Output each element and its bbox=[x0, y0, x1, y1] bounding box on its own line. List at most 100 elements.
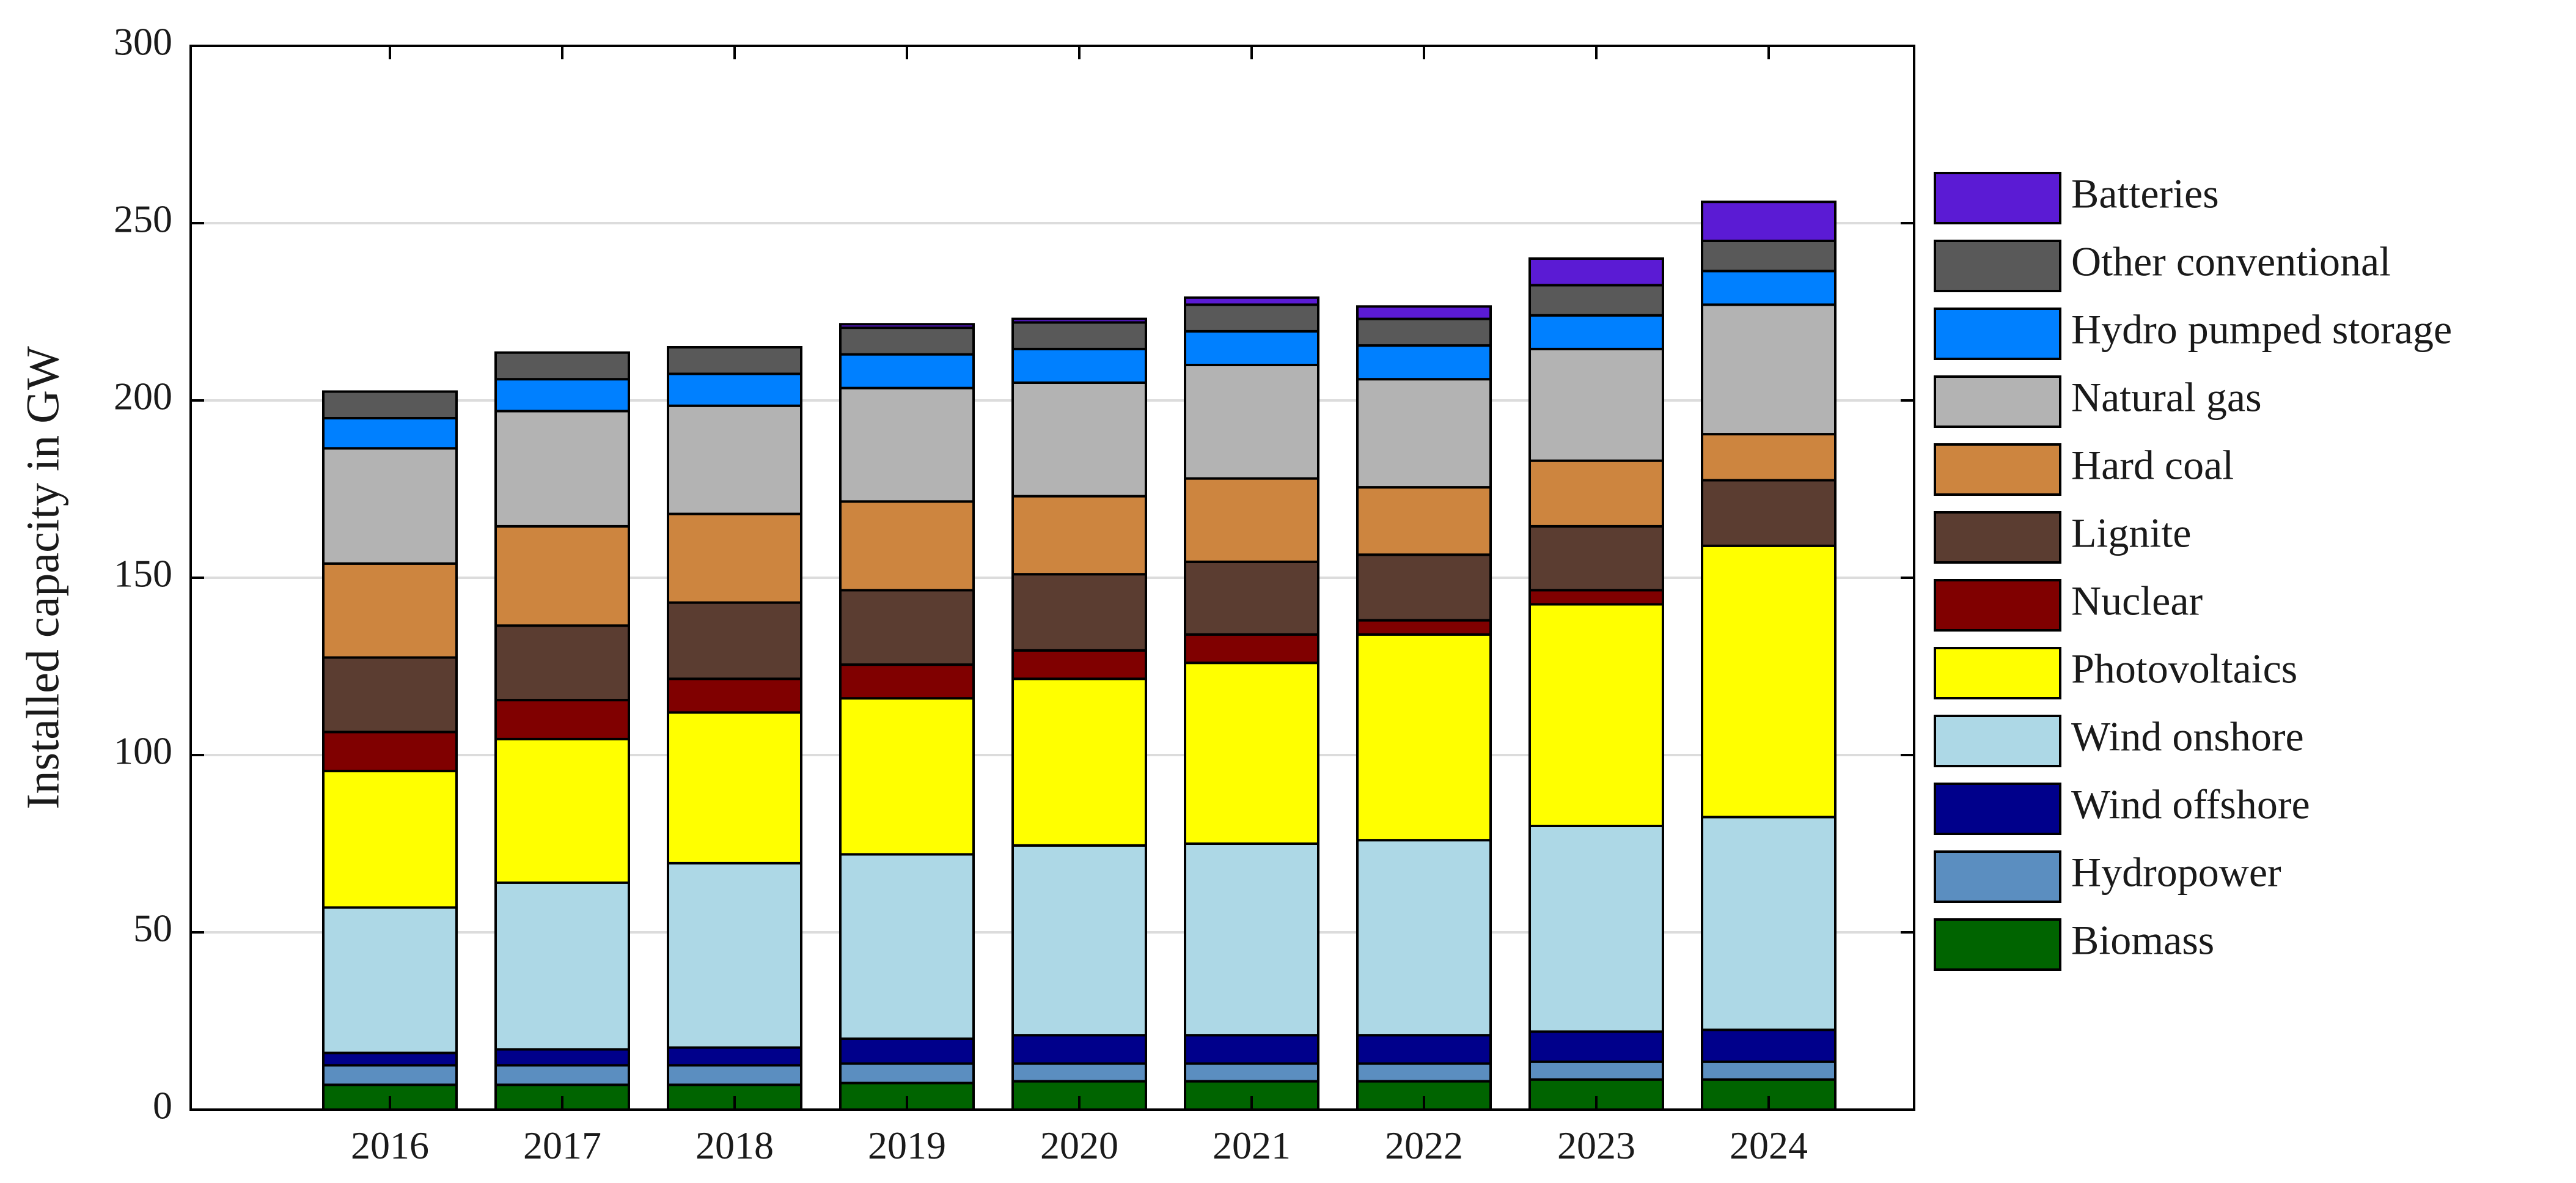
bar-segment-other-conventional bbox=[494, 351, 630, 381]
bar-segment-natural-gas bbox=[839, 386, 975, 503]
bar-segment-biomass bbox=[1701, 1078, 1837, 1111]
bar-segment-batteries bbox=[1701, 201, 1837, 243]
bar-segment-wind-onshore bbox=[1184, 842, 1319, 1037]
legend-label: Photovoltaics bbox=[2071, 646, 2297, 692]
legend-swatch bbox=[1934, 647, 2061, 699]
bar-segment-natural-gas bbox=[494, 410, 630, 528]
x-tick-label: 2019 bbox=[868, 1124, 946, 1167]
x-tick-label: 2024 bbox=[1730, 1124, 1808, 1167]
legend-item: Lignite bbox=[1934, 510, 2191, 564]
legend-item: Nuclear bbox=[1934, 578, 2203, 632]
bar-segment-hard-coal bbox=[1528, 459, 1664, 528]
bar-segment-batteries bbox=[1528, 257, 1664, 287]
bar-segment-natural-gas bbox=[1011, 381, 1147, 498]
y-tick-label: 100 bbox=[114, 729, 172, 773]
bar-segment-photovoltaics bbox=[839, 697, 975, 856]
y-tick-label: 0 bbox=[153, 1084, 172, 1127]
bar-group-2016 bbox=[322, 390, 458, 1111]
bar-segment-photovoltaics bbox=[1011, 677, 1147, 847]
legend-label: Hard coal bbox=[2071, 442, 2234, 488]
legend-item: Batteries bbox=[1934, 171, 2219, 224]
bar-segment-nuclear bbox=[839, 663, 975, 700]
bar-segment-hydropower bbox=[1701, 1060, 1837, 1081]
y-axis: 0 50 100 150 200 250 300 bbox=[114, 20, 1914, 1127]
legend-swatch bbox=[1934, 918, 2061, 971]
bar-segment-hydro-pumped-storage bbox=[1701, 270, 1837, 306]
bar-segment-lignite bbox=[322, 656, 458, 734]
bar-segment-hard-coal bbox=[667, 512, 802, 604]
bar-group-2019 bbox=[839, 323, 975, 1111]
legend-label: Biomass bbox=[2071, 917, 2214, 964]
legend-label: Other conventional bbox=[2071, 238, 2391, 285]
x-tick-label: 2018 bbox=[695, 1124, 774, 1167]
bar-segment-hard-coal bbox=[1184, 477, 1319, 563]
bar-segment-hard-coal bbox=[1701, 433, 1837, 482]
bar-segment-photovoltaics bbox=[667, 711, 802, 864]
bar-segment-hydropower bbox=[322, 1064, 458, 1086]
legend-label: Nuclear bbox=[2071, 578, 2203, 624]
bar-segment-wind-offshore bbox=[1184, 1034, 1319, 1065]
legend-item: Natural gas bbox=[1934, 374, 2262, 428]
bar-segment-other-conventional bbox=[322, 390, 458, 419]
x-tick-label: 2023 bbox=[1557, 1124, 1635, 1167]
bar-segment-hydropower bbox=[1011, 1062, 1147, 1083]
bar-segment-natural-gas bbox=[667, 404, 802, 515]
y-tick-label: 300 bbox=[114, 20, 172, 64]
bar-segment-nuclear bbox=[667, 677, 802, 714]
bar-segment-hard-coal bbox=[322, 562, 458, 659]
legend-label: Hydropower bbox=[2071, 849, 2281, 896]
bar-segment-lignite bbox=[839, 589, 975, 666]
bar-segment-photovoltaics bbox=[322, 770, 458, 909]
bar-segment-hydro-pumped-storage bbox=[322, 417, 458, 450]
y-tick-label: 200 bbox=[114, 375, 172, 418]
bar-segment-lignite bbox=[1011, 573, 1147, 652]
bar-segment-hydro-pumped-storage bbox=[1356, 344, 1492, 381]
legend-label: Hydro pumped storage bbox=[2071, 306, 2452, 353]
bar-segment-wind-onshore bbox=[839, 853, 975, 1041]
bar-segment-nuclear bbox=[494, 699, 630, 740]
legend-swatch bbox=[1934, 240, 2061, 292]
legend-swatch bbox=[1934, 783, 2061, 835]
bar-segment-lignite bbox=[1356, 553, 1492, 622]
bar-group-2020 bbox=[1011, 317, 1147, 1111]
y-tick-label: 50 bbox=[133, 907, 172, 950]
bar-segment-wind-offshore bbox=[1528, 1030, 1664, 1063]
legend-label: Lignite bbox=[2071, 510, 2191, 556]
legend-swatch bbox=[1934, 172, 2061, 224]
bar-segment-wind-offshore bbox=[494, 1048, 630, 1067]
bar-segment-wind-offshore bbox=[1011, 1034, 1147, 1065]
legend-label: Wind offshore bbox=[2071, 781, 2310, 828]
bar-group-2018 bbox=[667, 346, 802, 1111]
bar-segment-natural-gas bbox=[1528, 347, 1664, 462]
legend-label: Natural gas bbox=[2071, 374, 2262, 421]
bar-segment-wind-onshore bbox=[1356, 839, 1492, 1037]
bar-segment-other-conventional bbox=[1528, 284, 1664, 317]
legend-swatch bbox=[1934, 375, 2061, 428]
bar-segment-wind-onshore bbox=[322, 906, 458, 1055]
bar-segment-wind-onshore bbox=[1011, 844, 1147, 1037]
legend-swatch bbox=[1934, 443, 2061, 496]
bars bbox=[322, 201, 1837, 1111]
bar-segment-hydro-pumped-storage bbox=[1528, 314, 1664, 350]
bar-segment-hydropower bbox=[1356, 1062, 1492, 1083]
bar-segment-batteries bbox=[839, 323, 975, 330]
bar-segment-hard-coal bbox=[1356, 486, 1492, 556]
bar-segment-batteries bbox=[1184, 296, 1319, 306]
bar-segment-other-conventional bbox=[1701, 240, 1837, 273]
bar-segment-natural-gas bbox=[1184, 364, 1319, 480]
bar-segment-other-conventional bbox=[839, 326, 975, 356]
x-tick-label: 2021 bbox=[1213, 1124, 1291, 1167]
legend-swatch bbox=[1934, 511, 2061, 564]
bar-segment-photovoltaics bbox=[1356, 633, 1492, 842]
bar-segment-wind-offshore bbox=[667, 1046, 802, 1067]
bar-segment-hard-coal bbox=[839, 500, 975, 592]
legend-label: Batteries bbox=[2071, 171, 2219, 217]
x-axis: 2016 2017 2018 2019 2020 2021 2022 2023 2024 bbox=[351, 46, 1808, 1167]
bar-segment-wind-onshore bbox=[1528, 825, 1664, 1033]
bar-segment-hydro-pumped-storage bbox=[1011, 347, 1147, 385]
bar-segment-wind-onshore bbox=[494, 881, 630, 1051]
x-tick-label: 2022 bbox=[1385, 1124, 1463, 1167]
bar-segment-nuclear bbox=[1184, 633, 1319, 665]
legend-swatch bbox=[1934, 308, 2061, 360]
